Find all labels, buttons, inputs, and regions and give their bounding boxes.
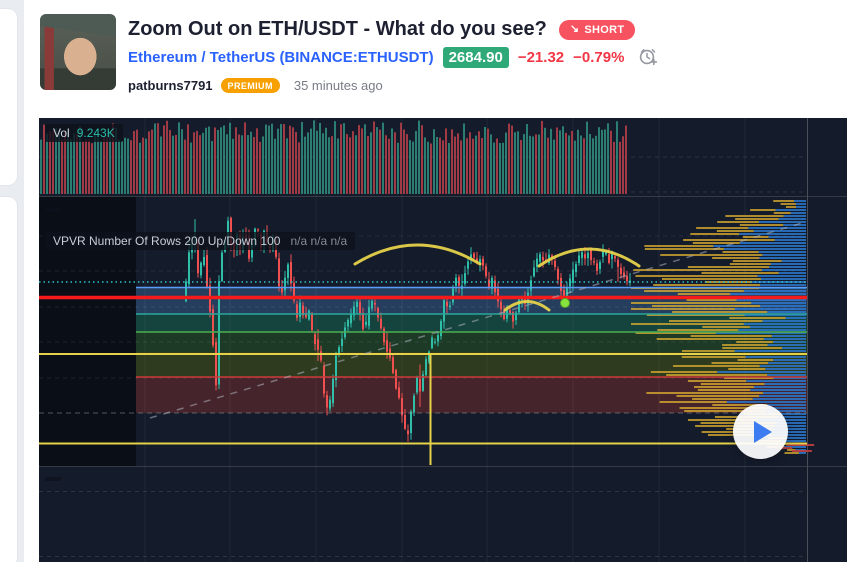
volume-legend-label: Vol: [53, 126, 70, 140]
author-username[interactable]: patburns7791: [128, 78, 213, 93]
symbol-ref: (BINANCE:ETHUSDT): [279, 48, 434, 66]
play-icon: [754, 420, 772, 443]
volume-legend-value: 9.243K: [76, 126, 115, 140]
symbol-link[interactable]: Ethereum / TetherUS (BINANCE:ETHUSDT): [128, 49, 434, 66]
drawings-layer[interactable]: [149, 222, 803, 465]
author-avatar[interactable]: [40, 14, 116, 90]
volume-pane-layer: [40, 120, 627, 194]
premium-badge: PREMIUM: [220, 78, 280, 93]
arrow-down-right-icon: ↘: [569, 23, 580, 35]
marketcipher-legend[interactable]: [45, 477, 61, 481]
price-change: −21.32: [517, 48, 565, 66]
direction-label: SHORT: [584, 23, 625, 36]
vpvr-legend-values: n/a n/a n/a: [290, 234, 348, 248]
vpvr-legend-text: VPVR Number Of Rows 200 Up/Down 100: [53, 234, 281, 248]
price-levels-layer: [39, 281, 807, 445]
publish-time: 35 minutes ago: [293, 78, 383, 93]
neighbor-card[interactable]: [0, 8, 18, 186]
left-gutter: [0, 0, 24, 562]
play-button[interactable]: [733, 404, 788, 459]
add-alert-clock-icon[interactable]: [637, 46, 659, 68]
symbol-legend[interactable]: [45, 208, 61, 212]
idea-title: Zoom Out on ETH/USDT - What do you see?: [128, 18, 547, 40]
vpvr-legend[interactable]: VPVR Number Of Rows 200 Up/Down 100 n/a …: [45, 232, 356, 250]
symbol-name: Ethereum / TetherUS: [128, 48, 276, 66]
neighbor-card[interactable]: [0, 196, 18, 562]
price-change-pct: −0.79%: [573, 48, 625, 66]
last-price-badge: 2684.90: [442, 46, 509, 68]
volume-legend[interactable]: Vol 9.243K: [45, 124, 123, 142]
short-direction-badge[interactable]: ↘ SHORT: [558, 19, 636, 40]
candles-layer: [185, 216, 631, 442]
